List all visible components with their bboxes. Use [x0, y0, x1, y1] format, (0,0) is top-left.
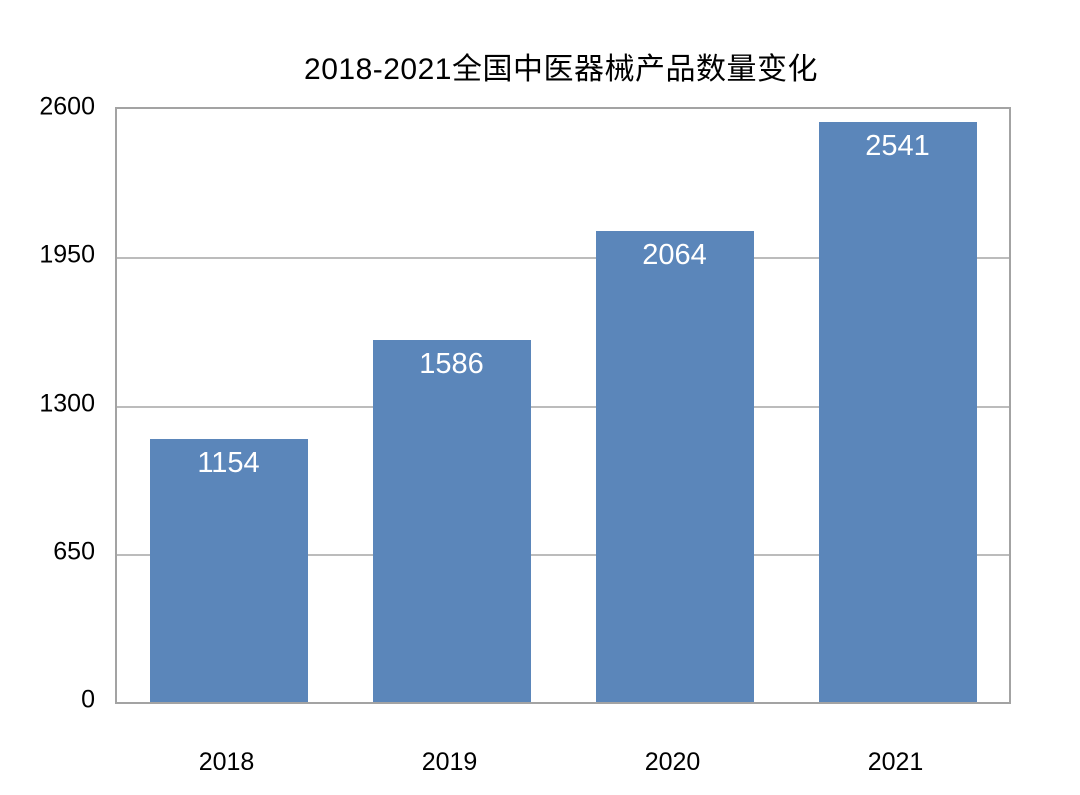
y-tick-label: 2600: [39, 92, 95, 121]
plot-area: 1154 1586 2064 2541: [115, 107, 1011, 704]
bar-value-label: 2064: [642, 239, 707, 272]
bar-2019: 1586: [372, 340, 531, 702]
x-tick-label: 2018: [198, 748, 255, 776]
y-tick-label: 0: [81, 685, 95, 714]
gridline: [117, 257, 1009, 260]
bar-value-label: 2541: [865, 130, 930, 163]
x-tick-label: 2020: [644, 748, 701, 776]
bar-2018: 1154: [149, 438, 308, 702]
bar-value-label: 1154: [197, 446, 260, 479]
bar-value-label: 1586: [419, 348, 484, 381]
y-tick-label: 1300: [39, 389, 95, 417]
x-tick-label: 2019: [421, 748, 478, 776]
bar-2021: 2541: [818, 122, 977, 702]
gridline: [117, 405, 1009, 408]
x-tick-label: 2021: [867, 748, 924, 776]
bar-2020: 2064: [595, 231, 754, 702]
y-tick-label: 650: [53, 537, 95, 566]
chart-title: 2018-2021全国中医器械产品数量变化: [304, 53, 818, 86]
gridline: [117, 553, 1009, 556]
y-tick-label: 1950: [39, 240, 95, 269]
